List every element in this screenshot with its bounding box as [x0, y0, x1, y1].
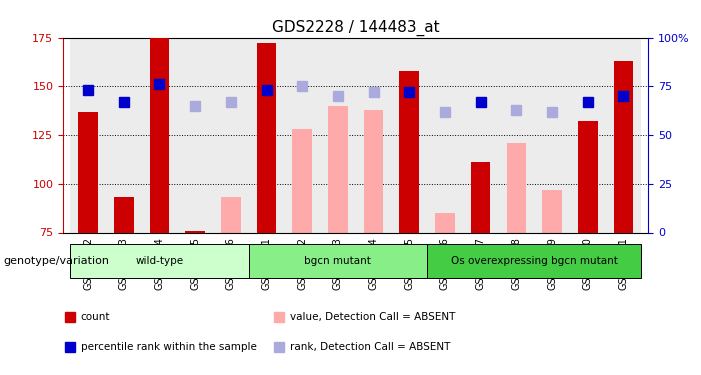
Bar	[543, 190, 562, 232]
Text: rank, Detection Call = ABSENT: rank, Detection Call = ABSENT	[290, 342, 451, 352]
Bar	[391, 38, 427, 232]
Text: value, Detection Call = ABSENT: value, Detection Call = ABSENT	[290, 312, 456, 322]
Bar	[114, 197, 134, 232]
Bar	[213, 38, 249, 232]
Bar	[328, 106, 348, 232]
Title: GDS2228 / 144483_at: GDS2228 / 144483_at	[272, 20, 440, 36]
Text: bgcn mutant: bgcn mutant	[304, 256, 372, 266]
Text: wild-type: wild-type	[135, 256, 184, 266]
Bar	[498, 38, 534, 232]
Bar	[185, 231, 205, 232]
Bar	[613, 61, 633, 232]
Bar	[320, 38, 355, 232]
FancyBboxPatch shape	[70, 244, 249, 278]
FancyBboxPatch shape	[427, 244, 641, 278]
Text: count: count	[81, 312, 110, 322]
Bar	[249, 38, 285, 232]
Bar	[257, 44, 276, 232]
Bar	[221, 197, 240, 232]
Bar	[177, 38, 213, 232]
Bar	[106, 38, 142, 232]
Bar	[70, 38, 106, 232]
Bar	[463, 38, 498, 232]
Bar	[79, 112, 98, 232]
Bar	[292, 129, 312, 232]
Bar	[578, 122, 597, 232]
Text: percentile rank within the sample: percentile rank within the sample	[81, 342, 257, 352]
Bar	[355, 38, 391, 232]
Bar	[534, 38, 570, 232]
Bar	[285, 38, 320, 232]
Text: genotype/variation: genotype/variation	[4, 256, 109, 266]
Bar	[400, 70, 419, 232]
Bar	[471, 162, 491, 232]
Bar	[149, 38, 169, 232]
Bar	[606, 38, 641, 232]
Bar	[435, 213, 455, 232]
Text: Os overexpressing bgcn mutant: Os overexpressing bgcn mutant	[451, 256, 618, 266]
Bar	[570, 38, 606, 232]
Bar	[507, 143, 526, 232]
Bar	[142, 38, 177, 232]
FancyBboxPatch shape	[249, 244, 427, 278]
Bar	[364, 110, 383, 232]
Bar	[427, 38, 463, 232]
